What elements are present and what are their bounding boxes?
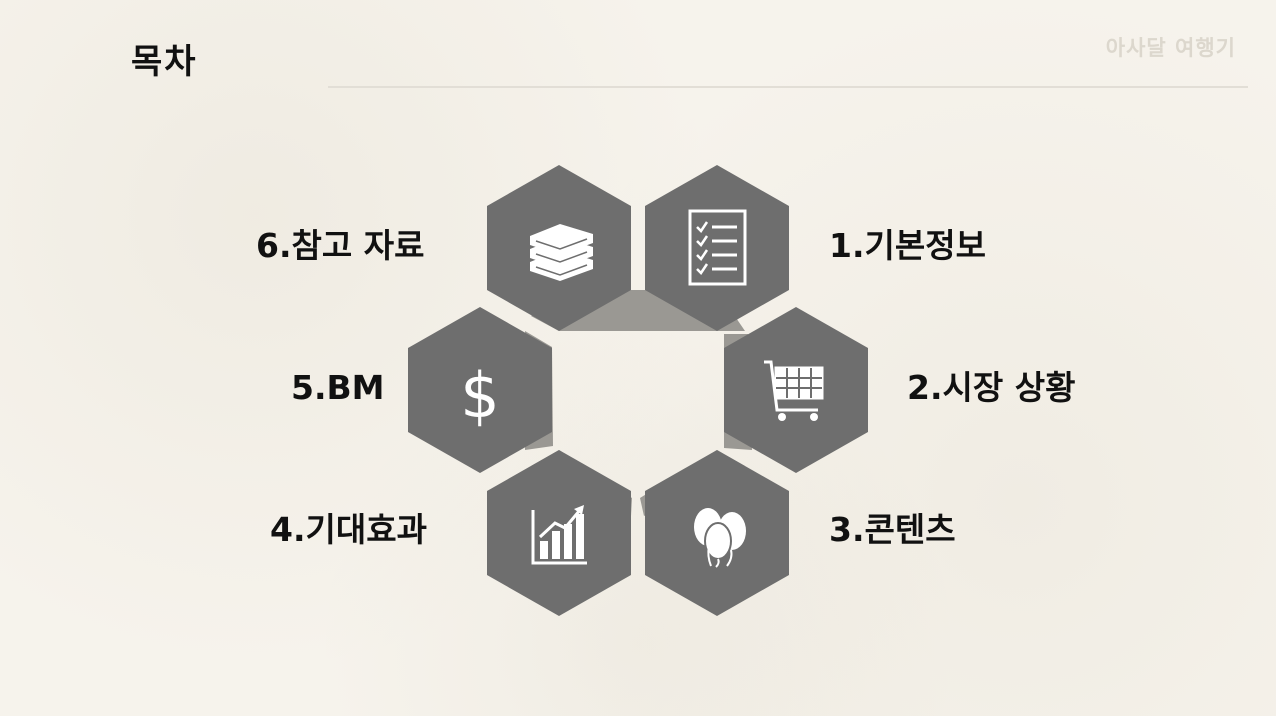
header-divider [328, 86, 1248, 88]
hexagon-5[interactable] [408, 307, 552, 473]
toc-item-4-label[interactable]: 4.기대효과 [270, 510, 427, 549]
toc-item-2-label[interactable]: 2.시장 상황 [907, 368, 1076, 407]
shopping-cart-icon [764, 360, 824, 421]
page-title: 목차 [131, 42, 198, 82]
balloons-icon [694, 508, 746, 568]
checklist-icon [688, 209, 747, 286]
toc-item-5-label[interactable]: 5.BM [291, 368, 385, 407]
bar-chart-growth-icon [531, 505, 587, 565]
brand-title: 아사달 여행기 [1105, 36, 1236, 60]
dollar-icon: $ [460, 359, 499, 432]
books-icon [530, 224, 593, 281]
toc-item-3-label[interactable]: 3.콘텐츠 [829, 510, 956, 549]
toc-item-1-label[interactable]: 1.기본정보 [829, 226, 986, 265]
hexagon-1[interactable] [645, 165, 789, 331]
toc-item-6-label[interactable]: 6.참고 자료 [256, 226, 425, 265]
